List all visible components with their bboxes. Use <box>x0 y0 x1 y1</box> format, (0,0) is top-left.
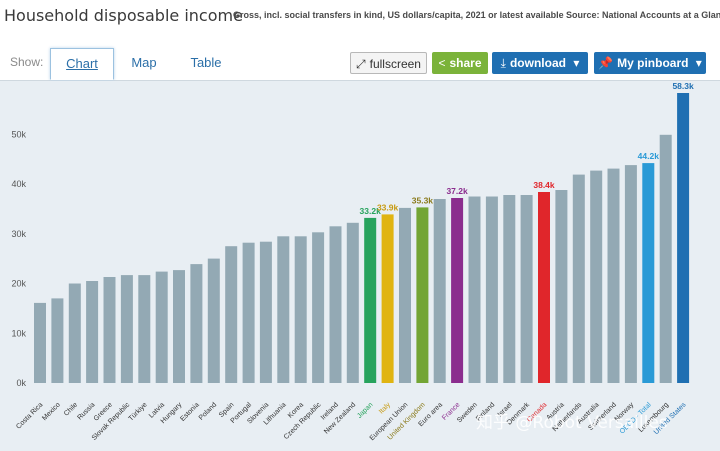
tab-chart[interactable]: Chart <box>50 48 114 80</box>
data-label: 33.2k <box>360 206 382 216</box>
x-tick-label: Italy <box>378 401 392 415</box>
tab-map[interactable]: Map <box>131 55 157 70</box>
bar[interactable] <box>433 199 446 383</box>
bar[interactable] <box>259 241 272 383</box>
bar[interactable] <box>346 222 359 383</box>
expand-icon: ⤢ <box>356 57 366 71</box>
share-button[interactable]: < share <box>432 52 488 74</box>
download-icon: ⤓ <box>500 56 506 70</box>
bar[interactable] <box>86 281 99 383</box>
fullscreen-button[interactable]: ⤢ fullscreen <box>350 52 427 74</box>
watermark: 知乎 @Robot Versailles <box>476 413 668 433</box>
bar[interactable] <box>520 195 533 383</box>
x-tick-label: Japan <box>356 401 375 420</box>
source-note: Source: National Accounts at a Glance <box>566 10 720 20</box>
bar[interactable] <box>677 93 690 383</box>
bar[interactable] <box>624 165 637 383</box>
data-label: 35.3k <box>412 195 434 205</box>
chart-area: 0k 10k 20k 30k 40k 50k Costa Rica Mexico Chile Ru… <box>0 81 720 451</box>
show-label: Show: <box>10 55 44 69</box>
bar[interactable] <box>329 226 342 383</box>
view-toolbar: Show: Chart Map Table ⤢ fullscreen < share… <box>0 44 720 81</box>
bar[interactable] <box>294 236 307 383</box>
bar[interactable] <box>485 196 498 384</box>
share-label: share <box>449 56 482 70</box>
bar[interactable] <box>590 170 603 383</box>
caret-down-icon: ▾ <box>695 56 702 70</box>
bar[interactable] <box>155 271 168 383</box>
pinboard-button[interactable]: 📌 My pinboard ▾ <box>594 52 706 74</box>
bar[interactable] <box>190 264 203 383</box>
bar[interactable] <box>207 258 220 383</box>
bar[interactable] <box>416 207 429 383</box>
bar[interactable] <box>468 196 481 384</box>
y-tick-label: 10k <box>11 328 26 338</box>
y-tick-label: 40k <box>11 179 26 189</box>
bar[interactable] <box>642 163 655 383</box>
x-tick-label: Türkiye <box>128 401 149 422</box>
bar[interactable] <box>659 134 672 383</box>
fullscreen-label: fullscreen <box>369 57 421 71</box>
page-subtitle: Gross, incl. social transfers in kind, U… <box>233 10 564 20</box>
x-tick-label: Costa Rica <box>15 401 44 430</box>
download-label: download <box>509 56 566 70</box>
chart-header: Household disposable income Gross, incl.… <box>0 0 720 34</box>
share-icon: < <box>438 56 446 70</box>
data-label: 37.2k <box>446 186 468 196</box>
x-tick-label: Poland <box>198 401 218 421</box>
bar[interactable] <box>138 275 151 383</box>
data-label: 58.3k <box>672 81 694 91</box>
x-tick-label: Estonia <box>179 401 201 423</box>
bar[interactable] <box>503 195 516 383</box>
bar[interactable] <box>381 214 394 383</box>
bar[interactable] <box>572 174 585 383</box>
bar[interactable] <box>364 217 377 383</box>
data-label: 44.2k <box>638 151 660 161</box>
y-tick-label: 30k <box>11 229 26 239</box>
bar[interactable] <box>538 192 550 383</box>
bar[interactable] <box>312 232 325 383</box>
y-tick-label: 20k <box>11 279 26 289</box>
bar[interactable] <box>242 242 255 383</box>
tab-table[interactable]: Table <box>190 55 222 70</box>
bar[interactable] <box>51 298 64 383</box>
x-tick-label: New Zealand <box>323 401 357 435</box>
bar[interactable] <box>607 168 620 383</box>
bar[interactable] <box>103 277 116 383</box>
data-label: 33.9k <box>377 202 399 212</box>
bar[interactable] <box>173 270 185 383</box>
pinboard-label: My pinboard <box>617 56 689 70</box>
bar[interactable] <box>451 198 464 383</box>
page-title: Household disposable income <box>4 6 243 25</box>
download-button[interactable]: ⤓ download ▾ <box>492 52 588 74</box>
bar[interactable] <box>277 236 290 383</box>
bar[interactable] <box>555 190 568 383</box>
data-label: 38.4k <box>533 180 555 190</box>
bar[interactable] <box>34 302 46 383</box>
y-tick-label: 0k <box>16 378 26 388</box>
x-tick-label: Mexico <box>41 401 62 422</box>
caret-down-icon: ▾ <box>573 56 580 70</box>
bar[interactable] <box>225 246 238 383</box>
y-tick-label: 50k <box>11 129 26 139</box>
bar[interactable] <box>399 207 411 383</box>
bar[interactable] <box>120 275 133 383</box>
bar[interactable] <box>68 283 81 384</box>
pin-icon: 📌 <box>598 56 614 70</box>
